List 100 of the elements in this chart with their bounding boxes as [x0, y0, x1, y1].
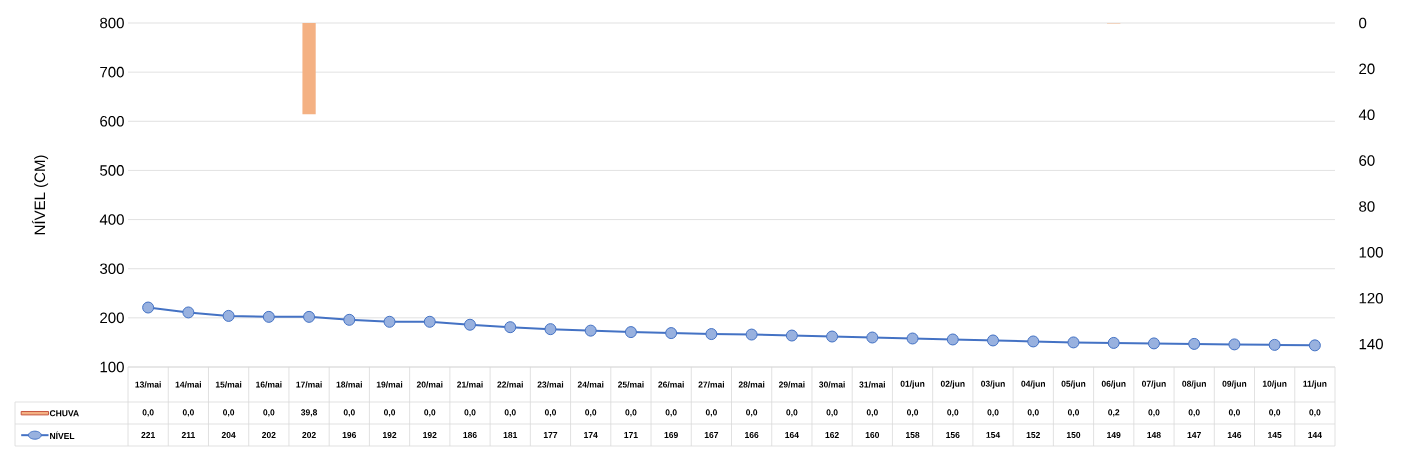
data-label: 0,0 — [947, 409, 959, 417]
point — [222, 309, 235, 322]
y-tick-label: 200 — [100, 312, 124, 324]
data-label: 202 — [302, 431, 316, 438]
data-label: 144 — [1308, 432, 1322, 438]
data-label: 156 — [946, 431, 960, 438]
point — [584, 324, 597, 337]
y2-tick-label: 80 — [1359, 201, 1375, 212]
point — [1268, 338, 1281, 351]
data-label: 0,0 — [504, 409, 516, 417]
x-tick-label: 27/mai — [698, 381, 725, 388]
point — [463, 318, 476, 331]
data-label: 147 — [1187, 432, 1201, 438]
y2-tick-label: 40 — [1358, 109, 1375, 121]
x-tick-label: 04/jun — [1021, 380, 1045, 389]
x-tick-label: 29/mai — [778, 381, 805, 388]
point — [1188, 337, 1201, 350]
data-label: 0,2 — [1108, 409, 1120, 417]
data-label: 0,0 — [142, 409, 154, 417]
y-tick-label: 800 — [100, 17, 124, 29]
data-label: 152 — [1026, 431, 1041, 438]
data-label: 0,0 — [866, 409, 878, 417]
data-label: 192 — [423, 431, 437, 438]
data-label: 162 — [825, 431, 839, 438]
x-tick-label: 08/jun — [1182, 380, 1206, 389]
data-label: 177 — [543, 432, 558, 438]
data-label: 0,0 — [182, 409, 194, 417]
x-tick-label: 31/mai — [859, 381, 885, 388]
data-label: 0,0 — [223, 409, 235, 417]
data-label: 0,0 — [343, 409, 355, 417]
data-label: 171 — [624, 432, 638, 438]
x-tick-label: 25/mai — [618, 381, 644, 388]
x-tick-label: 30/mai — [819, 381, 845, 388]
data-label: 181 — [503, 431, 518, 438]
point — [1107, 336, 1120, 349]
x-tick-label: 10/jun — [1262, 380, 1287, 389]
data-label: 146 — [1227, 431, 1242, 438]
data-label: 174 — [584, 432, 598, 438]
data-label: 149 — [1107, 431, 1121, 438]
data-label: 166 — [745, 431, 759, 438]
point — [705, 328, 718, 341]
data-label: 0,0 — [1228, 409, 1240, 417]
x-tick-label: 05/jun — [1061, 380, 1086, 389]
data-label: 0,0 — [705, 409, 717, 417]
point — [1067, 336, 1080, 349]
y2-tick-label: 100 — [1359, 247, 1383, 258]
legend-label: CHUVA — [49, 410, 79, 417]
y-tick-label: 700 — [100, 66, 124, 78]
data-label: 0,0 — [786, 409, 798, 417]
data-label: 0,0 — [1067, 409, 1080, 417]
x-tick-label: 11/jun — [1303, 380, 1327, 389]
data-label: 0,0 — [1188, 409, 1200, 417]
y-tick-label: 400 — [99, 214, 124, 225]
data-label: 0,0 — [906, 409, 919, 417]
y-tick-label: 500 — [100, 165, 124, 176]
x-tick-label: 07/jun — [1142, 380, 1166, 389]
point — [343, 313, 356, 326]
x-tick-label: 09/jun — [1222, 380, 1247, 389]
data-label: 164 — [785, 431, 799, 438]
data-label: 148 — [1147, 431, 1161, 438]
y-tick-label: 600 — [100, 115, 124, 127]
point — [785, 329, 798, 342]
data-label: 167 — [704, 431, 719, 438]
point — [906, 332, 919, 345]
data-label: 196 — [342, 431, 357, 438]
point — [303, 310, 316, 323]
data-label: 145 — [1268, 432, 1282, 438]
x-tick-label: 14/mai — [175, 381, 201, 388]
data-label: 154 — [986, 432, 1001, 438]
data-label: 0,0 — [826, 409, 838, 417]
data-label: 0,0 — [665, 409, 677, 417]
data-label: 0,0 — [263, 409, 275, 417]
point — [423, 315, 436, 328]
data-label: 204 — [221, 431, 236, 438]
point — [262, 310, 275, 323]
x-tick-label: 19/mai — [376, 381, 403, 388]
point — [1308, 339, 1321, 352]
x-tick-label: 01/jun — [900, 380, 925, 389]
y2-tick-label: 120 — [1359, 292, 1383, 304]
data-label: 0,0 — [1027, 409, 1039, 417]
data-label: 211 — [181, 432, 195, 438]
x-tick-label: 20/mai — [416, 381, 443, 388]
data-label: 202 — [262, 431, 276, 438]
y2-tick-label: 140 — [1359, 338, 1383, 350]
point — [624, 326, 637, 339]
point — [745, 328, 758, 341]
point — [504, 321, 517, 334]
data-label: 0,0 — [746, 409, 758, 417]
point — [1027, 335, 1040, 348]
y2-tick-label: 20 — [1359, 63, 1375, 75]
x-tick-label: 02/jun — [940, 380, 965, 389]
x-tick-label: 22/mai — [497, 381, 523, 388]
point — [866, 331, 879, 344]
x-tick-label: 03/jun — [981, 380, 1005, 389]
data-label: 169 — [664, 431, 678, 438]
point — [1228, 338, 1241, 351]
data-label: 0,0 — [1269, 409, 1281, 417]
data-label: 221 — [141, 432, 155, 438]
data-label: 0,0 — [464, 409, 476, 417]
y-axis-title: NÍVEL (CM) — [31, 155, 49, 235]
